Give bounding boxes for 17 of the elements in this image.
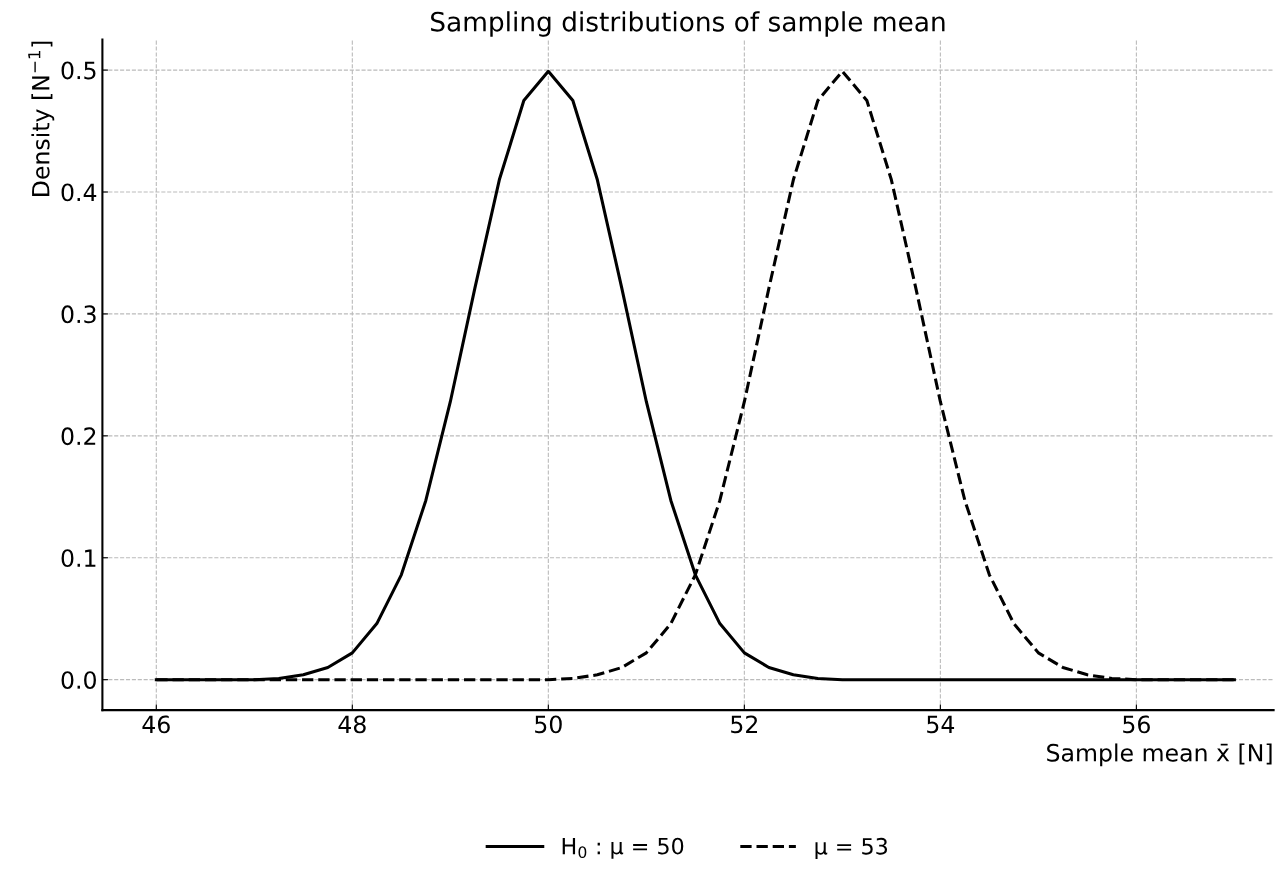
x-tick-label: 54 bbox=[927, 715, 955, 734]
y-tick-label: 0.0 bbox=[61, 671, 96, 689]
y-tick-label: 0.2 bbox=[61, 427, 96, 446]
x-tick-label: 48 bbox=[338, 715, 366, 734]
x-tick-label: 50 bbox=[535, 715, 562, 734]
legend-label: H$_{0}$ : μ = 50 bbox=[562, 837, 684, 859]
y-axis-title: Density [N$^{−1}$] bbox=[28, 41, 55, 196]
x-tick-label: 46 bbox=[142, 715, 170, 734]
x-tick-label: 52 bbox=[731, 715, 758, 734]
y-tick-label: 0.1 bbox=[61, 549, 96, 568]
x-axis-title: Sample mean x̄ [N] bbox=[1047, 743, 1272, 767]
x-tick-label: 56 bbox=[1123, 715, 1150, 734]
y-tick-label: 0.5 bbox=[61, 61, 96, 80]
chart-title: Sampling distributions of sample mean bbox=[431, 11, 945, 37]
y-tick-label: 0.3 bbox=[61, 305, 96, 324]
y-tick-label: 0.4 bbox=[61, 183, 97, 202]
legend-label: μ = 53 bbox=[815, 837, 888, 859]
